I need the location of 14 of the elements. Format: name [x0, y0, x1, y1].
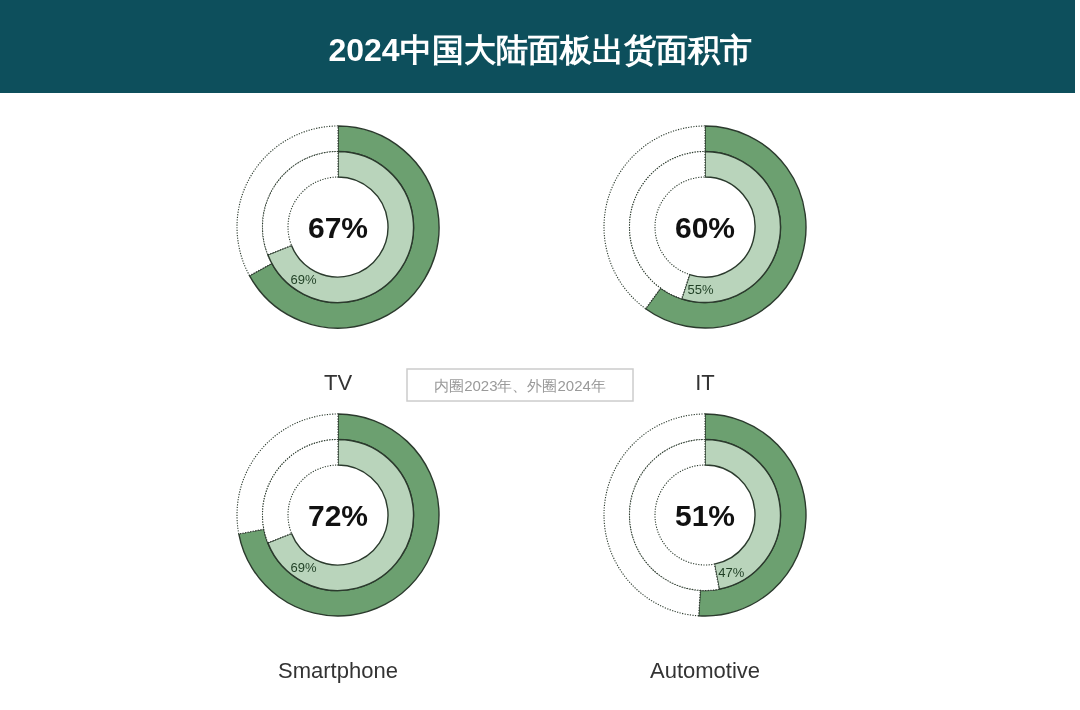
- data-label: 72%: [307, 499, 369, 532]
- text: Automotive: [649, 658, 761, 683]
- data-label: 69%: [290, 560, 317, 576]
- data-label: 60%: [674, 211, 736, 244]
- text: Smartphone: [278, 658, 398, 683]
- data-label: 67%: [307, 211, 369, 244]
- data-label: 69%: [290, 272, 317, 288]
- text: 内圈2023年、外圈2024年: [434, 377, 606, 394]
- text: 2024中国大陆面板出货面积市: [328, 32, 752, 68]
- text: TV: [323, 370, 353, 395]
- text: IT: [695, 370, 715, 395]
- data-label: 51%: [674, 499, 736, 532]
- data-label: 47%: [718, 564, 745, 580]
- data-label: 55%: [687, 282, 715, 298]
